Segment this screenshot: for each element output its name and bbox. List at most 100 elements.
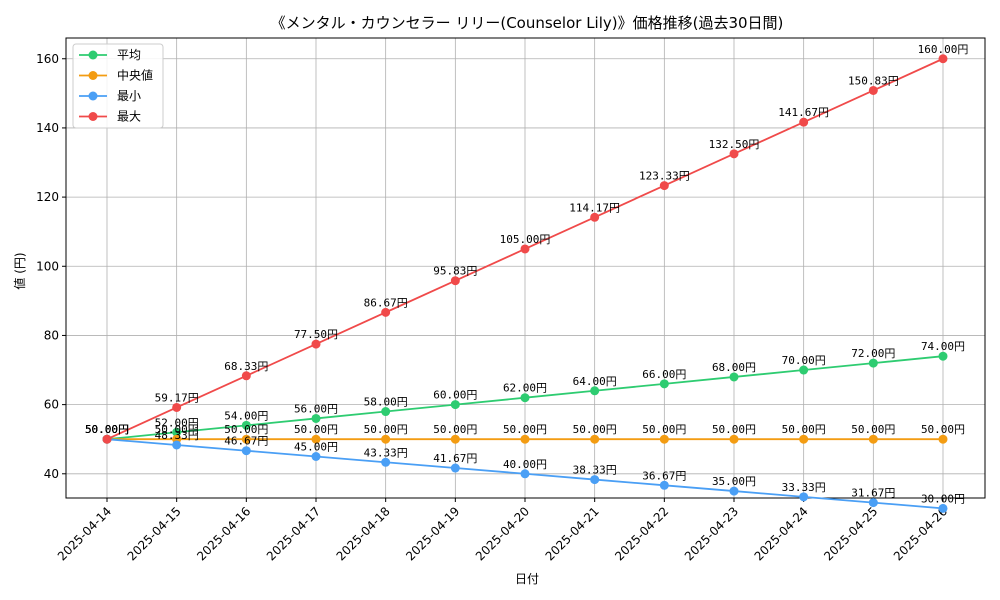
data-point [450,400,460,410]
data-point [868,85,878,95]
data-point [799,492,809,502]
data-point [729,434,739,444]
data-point [868,498,878,508]
data-point [729,486,739,496]
data-label: 160.00円 [918,43,969,56]
data-point [799,117,809,127]
data-point [311,451,321,461]
data-label: 50.00円 [573,423,617,436]
data-label: 46.67円 [224,435,268,448]
data-point [172,427,182,437]
legend-marker [88,91,98,101]
data-point [102,434,112,444]
x-tick-label: 2025-04-21 [543,504,602,563]
x-tick-label: 2025-04-22 [612,504,671,563]
x-tick-label: 2025-04-24 [752,504,811,563]
data-point [311,434,321,444]
x-axis-label: 日付 [515,572,539,586]
y-tick-label: 80 [44,328,59,342]
data-point [241,420,251,430]
data-label: 33.33円 [782,481,826,494]
data-point [520,434,530,444]
data-label: 74.00円 [921,340,965,353]
data-point [381,457,391,467]
y-tick-label: 140 [36,121,59,135]
data-point [381,307,391,317]
x-tick-label: 2025-04-19 [403,504,462,563]
data-label: 70.00円 [782,354,826,367]
y-tick-label: 160 [36,52,59,66]
data-label: 38.33円 [573,464,617,477]
legend-label: 平均 [117,48,141,62]
data-label: 132.50円 [709,138,760,151]
y-tick-label: 40 [44,467,59,481]
data-label: 86.67円 [364,296,408,309]
data-point [729,149,739,159]
y-tick-label: 120 [36,190,59,204]
data-label: 50.00円 [782,423,826,436]
data-point [311,339,321,349]
data-label: 68.33円 [224,360,268,373]
data-point [172,402,182,412]
data-label: 50.00円 [224,423,268,436]
data-label: 114.17円 [569,201,620,214]
data-label: 41.67円 [433,452,477,465]
legend-label: 中央値 [117,68,153,83]
data-point [241,434,251,444]
x-tick-label: 2025-04-14 [55,504,114,563]
data-point [381,434,391,444]
data-point [241,371,251,381]
data-label: 36.67円 [642,469,686,482]
y-axis-label: 値 (円) [12,252,27,289]
x-tick-label: 2025-04-18 [334,504,393,563]
data-label: 50.00円 [364,423,408,436]
data-label: 50.00円 [85,423,129,436]
data-point [938,503,948,513]
data-label: 141.67円 [778,106,829,119]
data-label: 68.00円 [712,361,756,374]
data-point [938,351,948,361]
legend-marker [88,112,98,121]
series-layer [102,54,948,513]
data-point [520,244,530,254]
data-point [799,434,809,444]
data-label: 50.00円 [851,423,895,436]
data-label: 58.00円 [364,396,408,409]
data-label: 50.00円 [712,423,756,436]
data-point [590,386,600,396]
data-point [590,475,600,485]
data-point [868,434,878,444]
data-point [520,469,530,479]
data-point [450,276,460,286]
data-label: 95.83円 [433,265,477,278]
data-label: 50.00円 [294,423,338,436]
data-point [659,379,669,389]
x-tick-label: 2025-04-15 [125,504,184,563]
data-label: 52.00円 [155,416,199,429]
data-point [311,413,321,423]
legend-label: 最小 [117,89,141,103]
legend-label: 最大 [117,110,141,124]
data-point [799,365,809,375]
data-label: 50.00円 [503,423,547,436]
data-label: 45.00円 [294,440,338,453]
x-tick-label: 2025-04-25 [821,504,880,563]
data-point [659,480,669,490]
x-tick-label: 2025-04-17 [264,504,323,563]
x-tick-label: 2025-04-16 [194,504,253,563]
y-tick-label: 60 [44,398,59,412]
chart-title: 《メンタル・カウンセラー リリー(Counselor Lily)》価格推移(過去… [271,14,784,32]
data-point [450,434,460,444]
legend-marker [88,50,98,60]
data-label: 66.00円 [642,368,686,381]
data-label: 50.00円 [155,423,199,436]
data-label: 31.67円 [851,487,895,500]
data-label: 72.00円 [851,347,895,360]
data-label: 60.00円 [433,389,477,402]
data-point [172,440,182,450]
data-label: 150.83円 [848,74,899,87]
data-label: 56.00円 [294,402,338,415]
data-label: 40.00円 [503,458,547,471]
